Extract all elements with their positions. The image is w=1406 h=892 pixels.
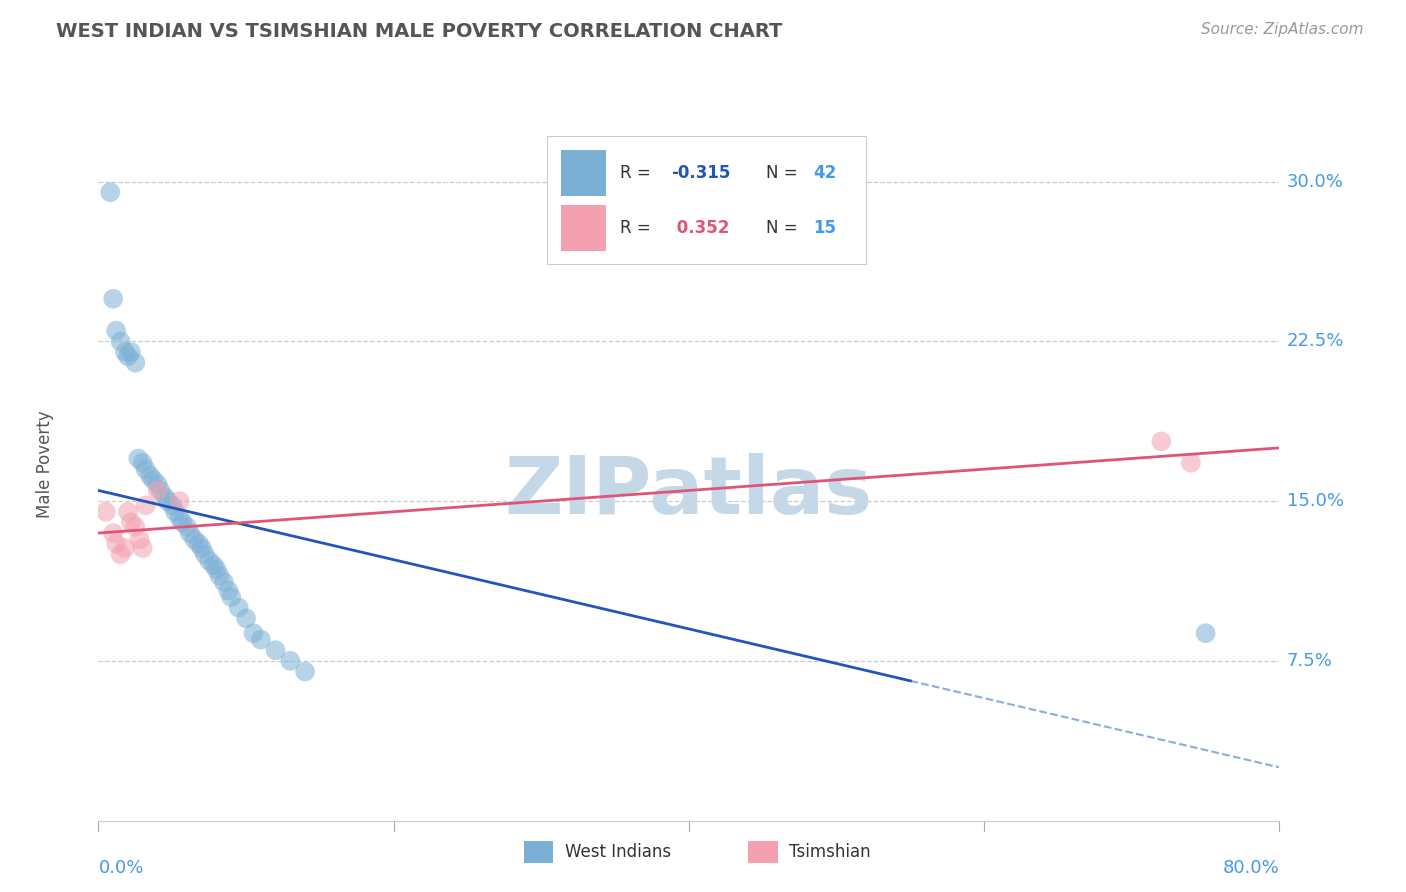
Point — [191, 541, 214, 555]
Point — [194, 547, 217, 561]
Text: R =: R = — [620, 219, 657, 237]
Point — [139, 468, 162, 483]
Text: 80.0%: 80.0% — [1223, 859, 1279, 877]
Point — [105, 537, 128, 551]
Point — [172, 516, 194, 530]
Point — [1180, 456, 1202, 470]
Point — [135, 499, 157, 513]
Text: WEST INDIAN VS TSIMSHIAN MALE POVERTY CORRELATION CHART: WEST INDIAN VS TSIMSHIAN MALE POVERTY CO… — [56, 22, 783, 41]
Text: ZIPatlas: ZIPatlas — [505, 453, 873, 532]
FancyBboxPatch shape — [547, 136, 866, 264]
Point — [169, 511, 191, 525]
Point — [128, 533, 150, 547]
Point — [202, 558, 225, 572]
Point — [132, 456, 155, 470]
Point — [124, 356, 146, 370]
Point — [120, 516, 142, 530]
Point — [149, 483, 172, 498]
Point — [120, 345, 142, 359]
FancyBboxPatch shape — [561, 150, 606, 196]
Text: 22.5%: 22.5% — [1286, 333, 1344, 351]
Point — [242, 626, 264, 640]
Text: 30.0%: 30.0% — [1286, 172, 1344, 191]
Point — [250, 632, 273, 647]
Point — [278, 654, 302, 668]
Point — [146, 477, 169, 491]
Point — [183, 533, 205, 547]
Point — [110, 547, 132, 561]
Point — [146, 483, 169, 498]
Text: 7.5%: 7.5% — [1286, 652, 1333, 670]
Text: 42: 42 — [813, 164, 837, 182]
Text: R =: R = — [620, 164, 657, 182]
Point — [219, 590, 242, 604]
Point — [156, 494, 179, 508]
Point — [198, 554, 221, 568]
FancyBboxPatch shape — [561, 205, 606, 252]
Point — [176, 519, 198, 533]
Text: 0.0%: 0.0% — [98, 859, 143, 877]
Point — [114, 541, 136, 555]
Point — [187, 537, 209, 551]
Text: Tsimshian: Tsimshian — [789, 843, 870, 861]
Point — [94, 505, 117, 519]
Point — [179, 526, 201, 541]
Point — [205, 562, 228, 576]
Point — [135, 462, 157, 476]
FancyBboxPatch shape — [748, 840, 778, 863]
Point — [117, 349, 139, 363]
Point — [208, 568, 231, 582]
Point — [114, 345, 136, 359]
Point — [153, 490, 176, 504]
Point — [142, 473, 165, 487]
Point — [169, 494, 191, 508]
Point — [212, 575, 235, 590]
Text: 15: 15 — [813, 219, 837, 237]
Point — [294, 665, 316, 679]
Point — [132, 541, 155, 555]
Point — [127, 451, 149, 466]
Text: -0.315: -0.315 — [671, 164, 731, 182]
Text: Source: ZipAtlas.com: Source: ZipAtlas.com — [1201, 22, 1364, 37]
Text: 15.0%: 15.0% — [1286, 492, 1344, 510]
Point — [103, 292, 125, 306]
Point — [110, 334, 132, 349]
Text: Male Poverty: Male Poverty — [37, 410, 55, 517]
Point — [105, 324, 128, 338]
Point — [98, 186, 121, 200]
Point — [117, 505, 139, 519]
Point — [165, 505, 187, 519]
Point — [124, 519, 146, 533]
Point — [235, 611, 257, 625]
Point — [264, 643, 287, 657]
Text: N =: N = — [766, 164, 803, 182]
Text: West Indians: West Indians — [565, 843, 671, 861]
Point — [217, 583, 239, 598]
Text: N =: N = — [766, 219, 803, 237]
Text: 0.352: 0.352 — [671, 219, 730, 237]
Point — [1150, 434, 1173, 449]
Point — [162, 499, 183, 513]
Point — [228, 600, 250, 615]
FancyBboxPatch shape — [523, 840, 553, 863]
Point — [103, 526, 125, 541]
Point — [1195, 626, 1218, 640]
